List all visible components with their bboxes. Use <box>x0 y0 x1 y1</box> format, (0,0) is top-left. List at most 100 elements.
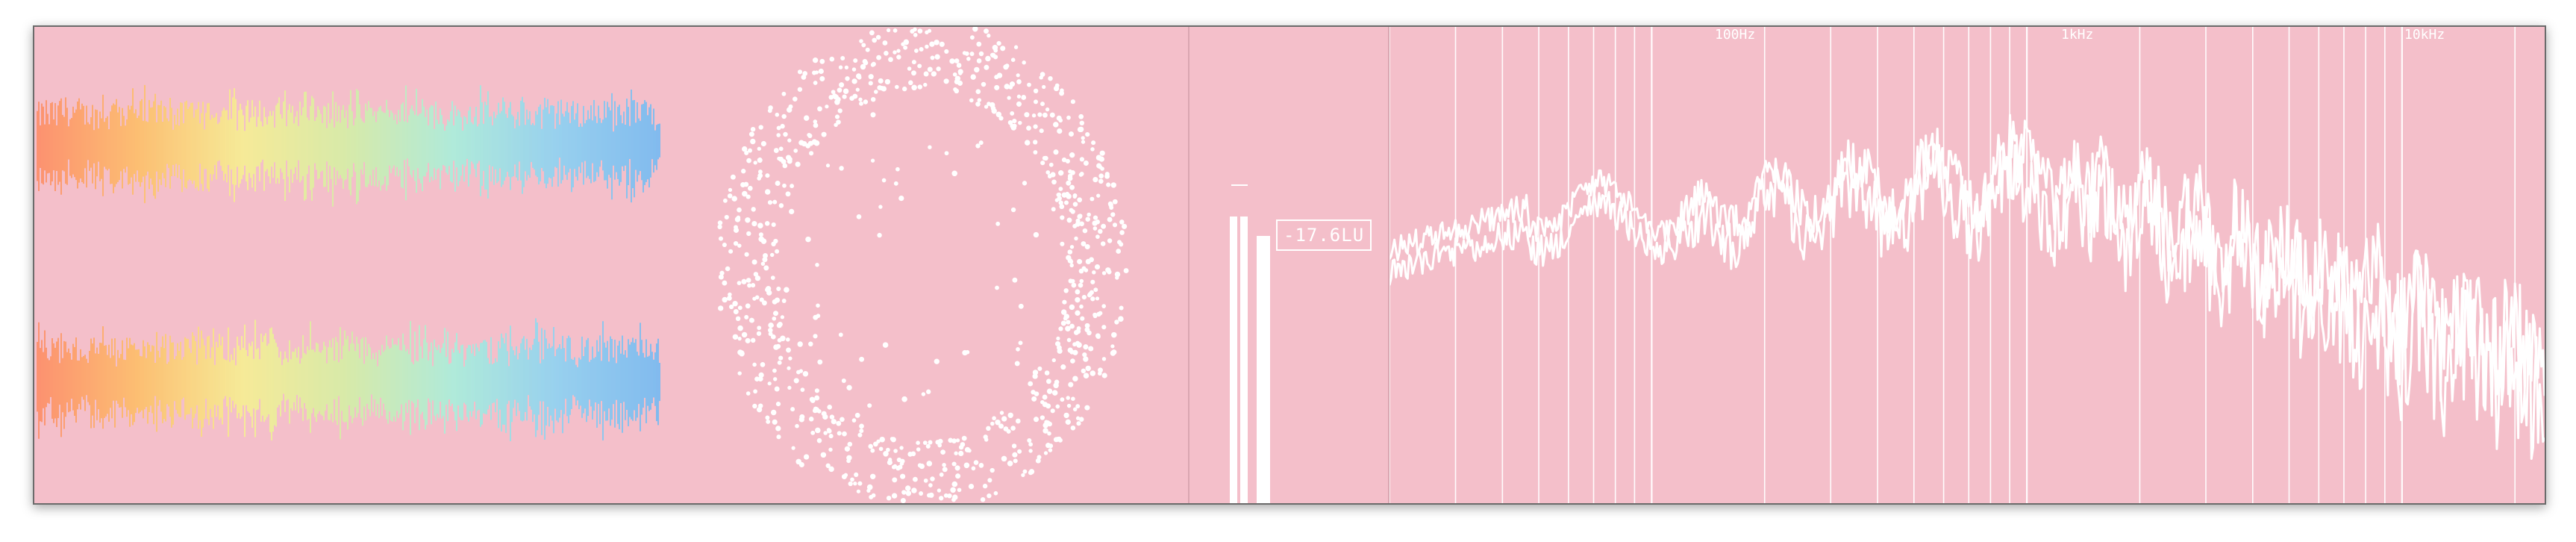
goniometer-point <box>717 224 722 230</box>
goniometer-point <box>1010 57 1016 62</box>
goniometer-point <box>1065 191 1070 196</box>
loudness-bar-integrated <box>1257 236 1270 503</box>
goniometer-point <box>770 409 777 416</box>
goniometer-point <box>990 421 995 426</box>
goniometer-point <box>919 491 924 496</box>
goniometer-point <box>853 58 858 63</box>
goniometer-point <box>1057 348 1063 354</box>
goniometer-point <box>1101 271 1107 275</box>
goniometer-point <box>827 404 833 410</box>
goniometer-point <box>753 161 757 165</box>
goniometer-point <box>758 372 764 379</box>
goniometer-point <box>1006 429 1011 434</box>
goniometer-point <box>834 114 840 119</box>
goniometer-point <box>1051 390 1058 396</box>
goniometer-point <box>1101 357 1107 361</box>
goniometer-point <box>813 334 818 339</box>
goniometer-point <box>951 438 957 443</box>
goniometer-point <box>1056 336 1060 341</box>
goniometer-point <box>951 461 957 467</box>
goniometer-point <box>766 419 771 424</box>
goniometer-point <box>776 125 781 131</box>
goniometer-point <box>879 436 885 443</box>
goniometer-point <box>995 419 1001 426</box>
goniometer-point <box>1076 421 1081 426</box>
goniometer-point <box>728 304 734 310</box>
goniometer-point <box>1059 90 1065 96</box>
goniometer-point <box>803 115 810 121</box>
goniometer-point <box>928 145 932 149</box>
goniometer-point <box>737 305 743 311</box>
goniometer-point <box>814 388 819 393</box>
goniometer-point <box>1047 431 1051 436</box>
goniometer-point <box>774 297 781 303</box>
goniometer-point <box>718 274 724 280</box>
goniometer-point <box>998 116 1004 121</box>
goniometer-point <box>995 221 1001 226</box>
goniometer-point <box>874 90 878 94</box>
goniometer-point <box>862 59 868 64</box>
goniometer-point <box>978 51 984 57</box>
goniometer-point <box>763 265 769 271</box>
goniometer-point <box>855 73 862 79</box>
goniometer-point <box>859 101 863 106</box>
goniometer-point <box>949 58 955 64</box>
goniometer-point <box>775 401 781 407</box>
goniometer-point <box>1007 461 1013 467</box>
goniometer-point <box>1060 320 1066 326</box>
goniometer-point <box>762 257 768 263</box>
goniometer-point <box>856 214 862 219</box>
goniometer-point <box>930 476 935 482</box>
goniometer-point <box>764 221 770 226</box>
goniometer-point <box>1111 349 1117 355</box>
goniometer-point <box>745 217 751 223</box>
goniometer-point <box>748 317 754 323</box>
goniometer-point <box>934 40 940 46</box>
goniometer-point <box>931 71 937 77</box>
goniometer-point <box>844 446 851 452</box>
goniometer-point <box>867 403 872 408</box>
goniometer-point <box>1065 158 1070 163</box>
goniometer-point <box>787 138 792 143</box>
goniometer-point <box>741 169 746 174</box>
goniometer-point <box>886 28 891 33</box>
goniometer-point <box>777 360 782 365</box>
goniometer-point <box>1119 305 1124 311</box>
goniometer-point <box>911 84 917 91</box>
goniometer-point <box>895 166 900 172</box>
goniometer-point <box>1077 214 1083 219</box>
goniometer-point <box>1044 370 1050 376</box>
goniometer-point <box>870 158 875 163</box>
goniometer-point <box>773 377 778 381</box>
goniometer-point <box>772 368 777 373</box>
goniometer-point <box>810 397 816 403</box>
goniometer-point <box>1101 373 1107 379</box>
goniometer-point <box>778 203 784 208</box>
goniometer-point <box>1061 157 1067 163</box>
goniometer-point <box>1115 275 1119 280</box>
goniometer-point <box>753 389 757 394</box>
goniometer-point <box>900 497 906 503</box>
goniometer-point <box>925 443 931 449</box>
goniometer-point <box>828 466 834 473</box>
goniometer-point <box>942 467 948 473</box>
goniometer-point <box>745 303 751 309</box>
goniometer-point <box>951 170 957 177</box>
goniometer-point <box>1090 196 1095 202</box>
goniometer-point <box>881 86 887 92</box>
goniometer-point <box>892 464 898 469</box>
goniometer-point <box>1084 268 1089 272</box>
goniometer-point <box>851 418 857 423</box>
goniometer-point <box>1060 309 1067 315</box>
goniometer-point <box>1066 115 1071 120</box>
goniometer-point <box>1101 304 1107 308</box>
goniometer-point <box>1094 264 1101 270</box>
goniometer-point <box>916 447 921 452</box>
goniometer-point <box>1021 95 1027 100</box>
goniometer-point <box>925 44 929 49</box>
goniometer-point <box>787 157 793 162</box>
goniometer-point <box>816 437 822 443</box>
goniometer-point <box>829 414 835 420</box>
goniometer-point <box>984 105 989 109</box>
goniometer-point <box>917 84 923 90</box>
